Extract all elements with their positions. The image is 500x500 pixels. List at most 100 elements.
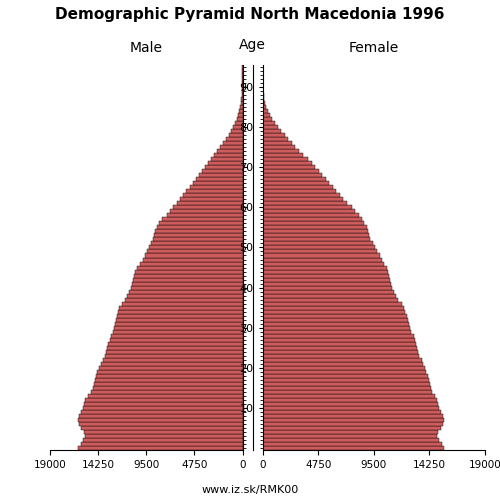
Bar bbox=[208, 162, 242, 166]
Bar bbox=[143, 258, 242, 262]
Bar bbox=[193, 182, 242, 186]
Bar bbox=[78, 446, 242, 450]
Bar bbox=[104, 354, 242, 358]
Bar bbox=[262, 174, 322, 178]
Bar bbox=[118, 310, 242, 314]
Bar bbox=[262, 254, 380, 258]
Bar bbox=[262, 410, 440, 414]
Bar bbox=[154, 238, 242, 242]
Text: www.iz.sk/RMK00: www.iz.sk/RMK00 bbox=[202, 485, 298, 495]
Bar bbox=[110, 338, 242, 342]
Bar bbox=[262, 210, 355, 214]
Bar bbox=[160, 222, 242, 226]
Bar bbox=[262, 282, 392, 286]
Bar bbox=[262, 278, 390, 281]
Bar bbox=[186, 190, 242, 194]
Bar bbox=[127, 294, 242, 298]
Bar bbox=[262, 93, 264, 97]
Bar bbox=[262, 97, 264, 101]
Bar bbox=[262, 418, 444, 422]
Bar bbox=[262, 398, 437, 402]
Bar bbox=[232, 129, 242, 133]
Bar bbox=[262, 137, 288, 141]
Bar bbox=[262, 166, 315, 170]
Bar bbox=[262, 157, 308, 162]
Bar bbox=[262, 149, 299, 153]
Bar bbox=[262, 226, 366, 230]
Bar bbox=[262, 298, 398, 302]
Bar bbox=[262, 234, 369, 237]
Bar bbox=[88, 394, 242, 398]
Bar bbox=[262, 270, 388, 274]
Bar bbox=[86, 434, 242, 438]
Bar bbox=[262, 246, 375, 250]
Bar bbox=[211, 157, 242, 162]
Bar bbox=[262, 322, 409, 326]
Bar bbox=[154, 234, 242, 237]
Bar bbox=[262, 162, 312, 166]
Bar bbox=[262, 153, 304, 157]
Bar bbox=[262, 242, 372, 246]
Bar bbox=[129, 290, 242, 294]
Bar bbox=[145, 254, 242, 258]
Bar bbox=[205, 166, 242, 170]
Bar bbox=[94, 378, 242, 382]
Bar bbox=[262, 230, 368, 234]
Bar bbox=[158, 226, 242, 230]
Bar bbox=[92, 386, 242, 390]
Bar bbox=[262, 338, 414, 342]
Bar bbox=[262, 262, 384, 266]
Bar bbox=[262, 274, 389, 278]
Bar bbox=[262, 294, 396, 298]
Bar bbox=[262, 109, 268, 113]
Bar bbox=[262, 186, 333, 190]
Bar bbox=[84, 430, 242, 434]
Bar bbox=[262, 358, 422, 362]
Text: Age: Age bbox=[239, 38, 266, 52]
Bar bbox=[106, 350, 242, 354]
Bar bbox=[119, 306, 242, 310]
Bar bbox=[262, 218, 362, 222]
Text: Demographic Pyramid North Macedonia 1996: Demographic Pyramid North Macedonia 1996 bbox=[55, 8, 445, 22]
Bar bbox=[86, 398, 242, 402]
Bar bbox=[84, 406, 242, 410]
Bar bbox=[217, 149, 242, 153]
Bar bbox=[262, 266, 386, 270]
Bar bbox=[262, 362, 423, 366]
Bar bbox=[262, 378, 429, 382]
Bar bbox=[214, 153, 242, 157]
Bar bbox=[262, 430, 438, 434]
Bar bbox=[262, 206, 352, 210]
Bar bbox=[122, 302, 242, 306]
Bar bbox=[262, 354, 420, 358]
Bar bbox=[262, 133, 285, 137]
Bar bbox=[84, 438, 242, 442]
Bar bbox=[78, 418, 242, 422]
Bar bbox=[262, 314, 406, 318]
Bar bbox=[100, 362, 242, 366]
Bar bbox=[182, 194, 242, 198]
Bar bbox=[236, 121, 242, 125]
Bar bbox=[114, 326, 242, 330]
Text: Female: Female bbox=[348, 42, 399, 56]
Bar bbox=[262, 386, 431, 390]
Bar bbox=[262, 318, 408, 322]
Bar bbox=[262, 366, 426, 370]
Bar bbox=[199, 174, 242, 178]
Bar bbox=[262, 125, 278, 129]
Bar bbox=[133, 278, 242, 281]
Bar bbox=[262, 414, 443, 418]
Bar bbox=[140, 262, 242, 266]
Bar bbox=[137, 266, 242, 270]
Bar bbox=[82, 442, 242, 446]
Bar bbox=[170, 210, 242, 214]
Bar bbox=[262, 178, 326, 182]
Bar bbox=[262, 370, 426, 374]
Bar bbox=[262, 374, 428, 378]
Bar bbox=[134, 274, 242, 278]
Bar bbox=[262, 334, 414, 338]
Bar bbox=[162, 218, 242, 222]
Bar bbox=[262, 101, 266, 105]
Bar bbox=[166, 214, 242, 218]
Bar bbox=[98, 366, 242, 370]
